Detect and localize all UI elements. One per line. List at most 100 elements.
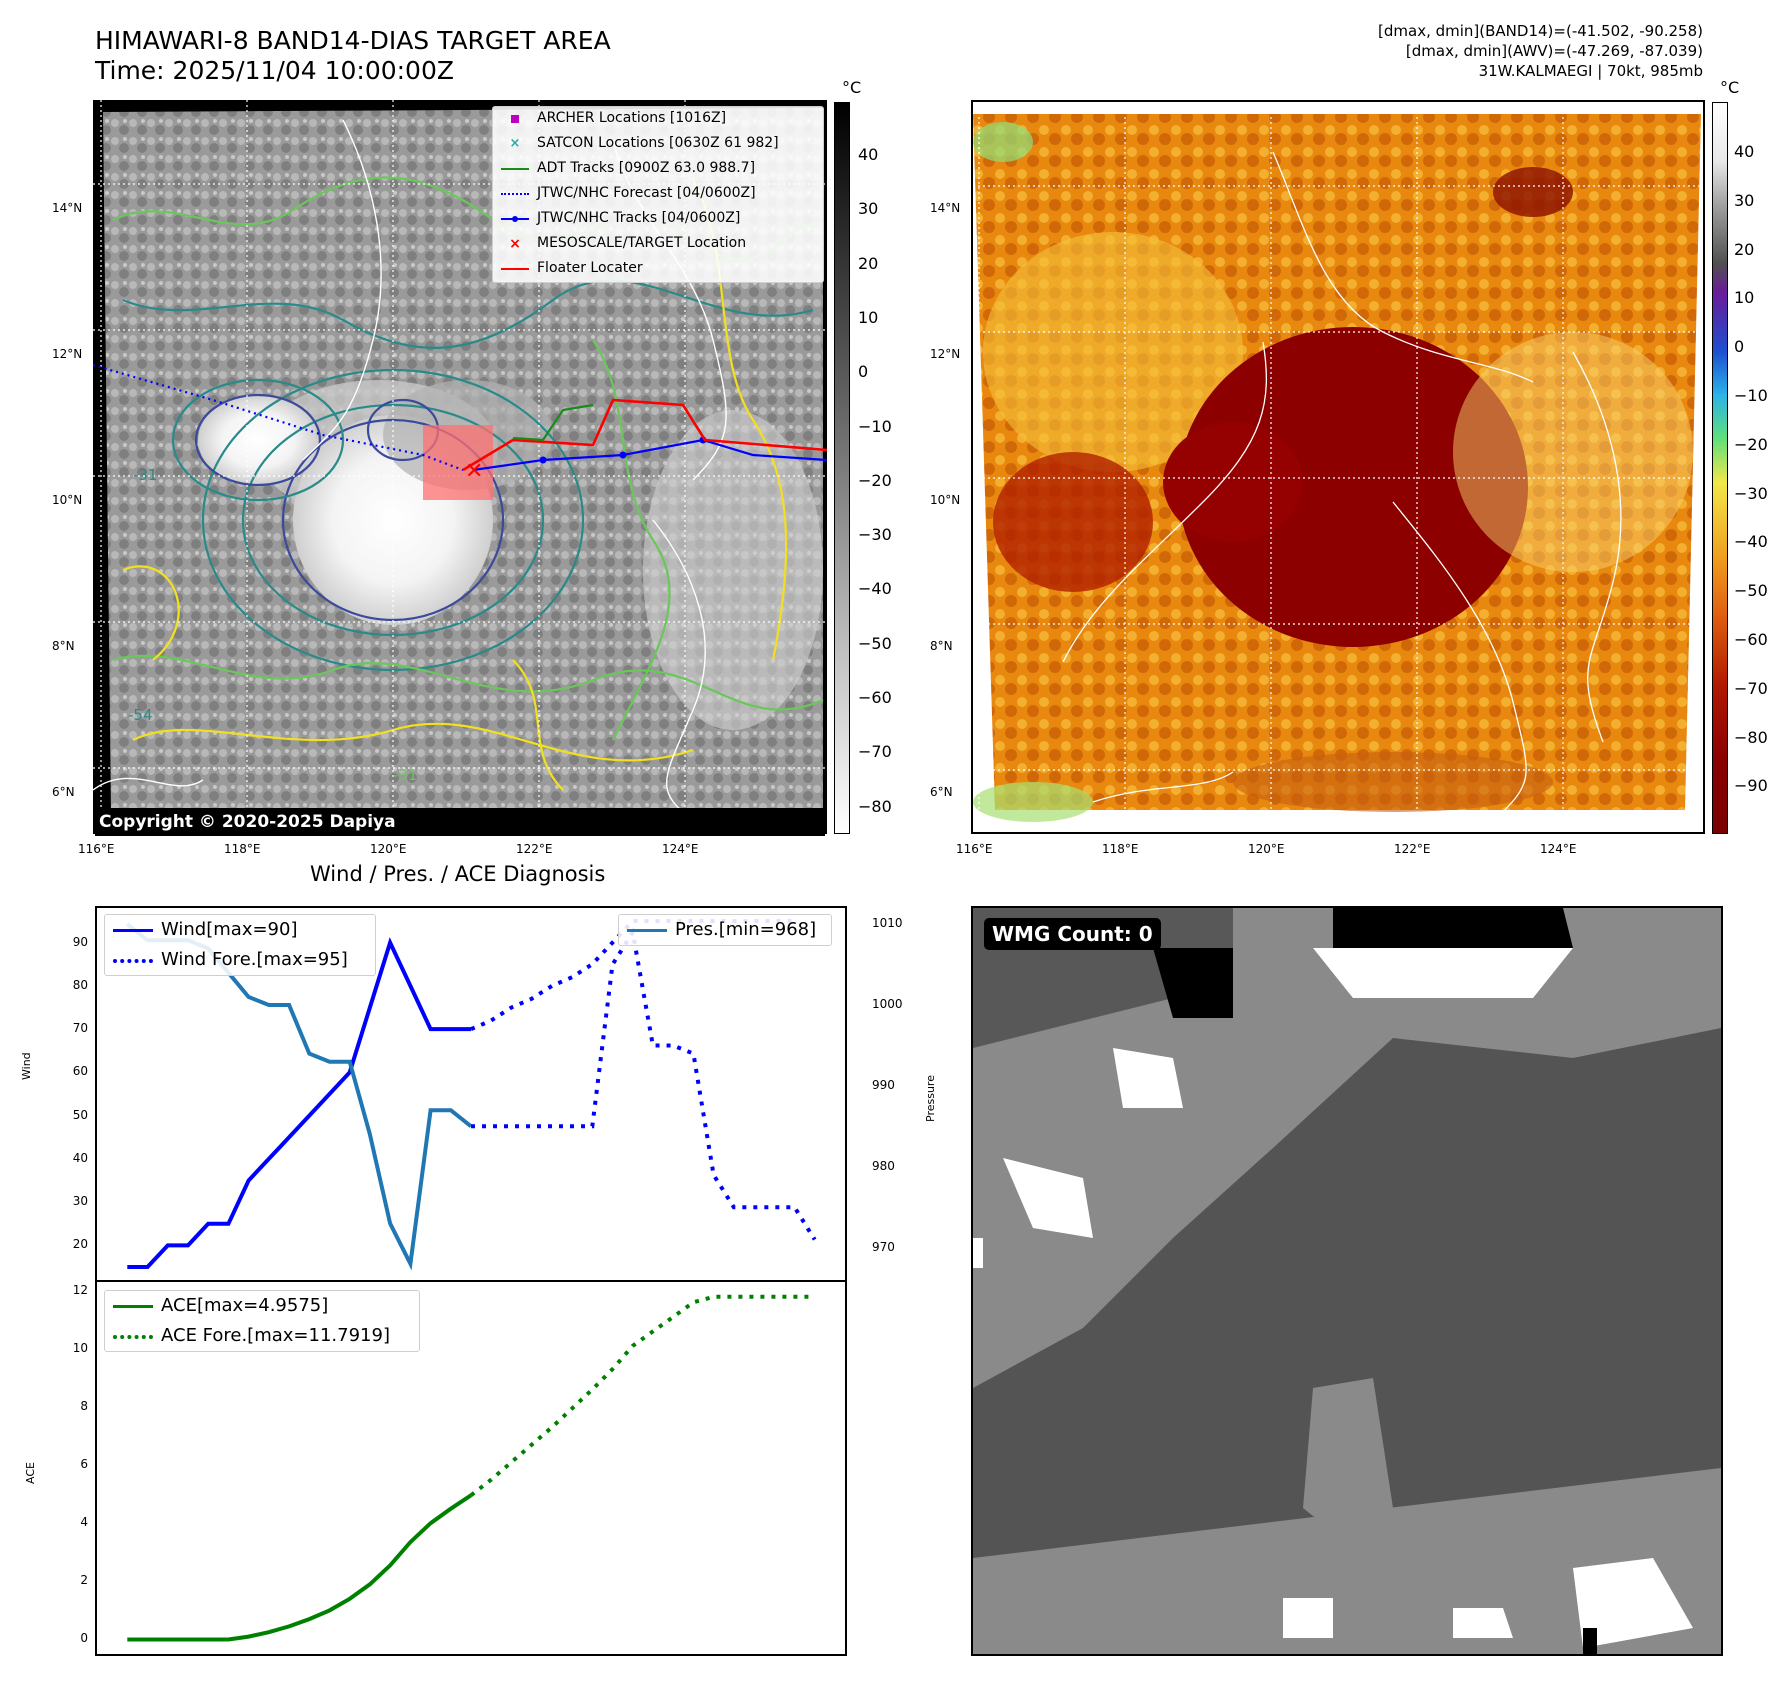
legend-label: JTWC/NHC Tracks [04/0600Z] <box>537 210 741 226</box>
lat-tick: 14°N <box>52 201 83 215</box>
adt-track <box>512 403 594 442</box>
y-tick: 70 <box>72 1021 88 1036</box>
legend-label: ACE Fore.[max=11.7919] <box>161 1325 390 1346</box>
gray-colorbar <box>834 102 850 834</box>
colorbar-tick: −40 <box>1734 532 1768 552</box>
square-icon <box>501 113 529 125</box>
y-tick: 12 <box>72 1282 88 1297</box>
wind-ylabel: Wind <box>20 1052 33 1080</box>
colorbar-tick: −20 <box>1734 434 1768 454</box>
lon-tick: 120°E <box>370 842 407 856</box>
series-line-0 <box>127 937 471 1269</box>
line-icon <box>113 923 153 937</box>
lat-tick: 8°N <box>52 639 75 653</box>
colorbar-tick: 40 <box>858 145 879 164</box>
dotted-line-icon <box>501 188 529 200</box>
y-tick: 0 <box>80 1631 88 1646</box>
y-tick: 2 <box>80 1573 88 1588</box>
legend-label: Pres.[min=968] <box>675 919 817 940</box>
lat-tick: 8°N <box>930 639 953 653</box>
colorbar-tick: 30 <box>1734 190 1755 210</box>
y-tick: 30 <box>72 1194 88 1209</box>
awv-range: [dmax, dmin](AWV)=(-47.269, -87.039) <box>1405 42 1703 60</box>
colorbar-tick: −40 <box>858 579 892 599</box>
colorbar-tick: −80 <box>1734 727 1768 747</box>
dotted-line-icon <box>113 1329 153 1343</box>
legend-label: ACE[max=4.9575] <box>161 1295 329 1316</box>
lon-tick: 118°E <box>1102 842 1139 856</box>
series-line-1 <box>469 1294 815 1497</box>
series-line-3 <box>471 926 817 1241</box>
y-tick: 990 <box>872 1077 895 1092</box>
color-colorbar-unit: °C <box>1720 78 1740 97</box>
lon-tick: 120°E <box>1248 842 1285 856</box>
line-icon <box>627 923 667 937</box>
legend-label: MESOSCALE/TARGET Location <box>537 235 747 251</box>
lat-tick: 12°N <box>930 347 961 361</box>
lon-tick: 124°E <box>1540 842 1577 856</box>
colorbar-tick: −70 <box>1734 678 1768 698</box>
legend-label: JTWC/NHC Forecast [04/0600Z] <box>537 185 756 201</box>
storm-info: 31W.KALMAEGI | 70kt, 985mb <box>1478 62 1703 80</box>
legend-label: Wind[max=90] <box>161 919 298 940</box>
floater-track <box>462 398 827 472</box>
legend-label: Wind Fore.[max=95] <box>161 949 348 970</box>
contour-label-2: -31 <box>133 466 158 484</box>
y-tick: 1000 <box>872 997 903 1012</box>
colorbar-tick: −60 <box>1734 630 1768 649</box>
legend-floater: Floater Locater <box>493 257 823 282</box>
colorbar-tick: −80 <box>858 796 892 816</box>
contour-label-3: -31 <box>393 766 418 784</box>
y-tick: 980 <box>872 1158 895 1173</box>
legend-jtwc-tracks: JTWC/NHC Tracks [04/0600Z] <box>493 207 823 232</box>
pressure-ylabel: Pressure <box>924 1075 937 1122</box>
x-icon: × <box>509 236 521 252</box>
lon-tick: 122°E <box>516 842 553 856</box>
y-tick: 4 <box>80 1515 88 1530</box>
lat-tick: 6°N <box>52 785 75 799</box>
line-icon <box>113 1299 153 1313</box>
colorbar-tick: 10 <box>1734 288 1755 308</box>
lat-tick: 14°N <box>930 201 961 215</box>
colorbar-tick: 40 <box>1734 142 1755 161</box>
pressure-legend: Pres.[min=968] <box>618 914 832 946</box>
colorbar-tick: 0 <box>1734 337 1745 357</box>
forecast-track <box>93 363 464 472</box>
best-track <box>472 438 827 472</box>
legend-pressure: Pres.[min=968] <box>619 915 831 945</box>
colorbar-tick: −50 <box>858 633 892 653</box>
lon-tick: 124°E <box>662 842 699 856</box>
legend-archer: ARCHER Locations [1016Z] <box>493 107 823 132</box>
colorbar-tick: 0 <box>858 362 869 382</box>
x-icon: × <box>509 136 521 151</box>
legend-label: ADT Tracks [0900Z 63.0 988.7] <box>537 160 756 176</box>
figure-title: HIMAWARI-8 BAND14-DIAS TARGET AREA <box>95 26 611 55</box>
band14-range: [dmax, dmin](BAND14)=(-41.502, -90.258) <box>1378 22 1703 40</box>
lat-tick: 12°N <box>52 347 83 361</box>
lat-tick: 6°N <box>930 785 953 799</box>
legend-target: × MESOSCALE/TARGET Location <box>493 232 823 257</box>
copyright-banner: Copyright © 2020-2025 Dapiya <box>95 808 825 836</box>
lon-tick: 122°E <box>1394 842 1431 856</box>
colorbar-tick: 20 <box>858 253 879 273</box>
legend-satcon: × SATCON Locations [0630Z 61 982] <box>493 132 823 157</box>
y-tick: 40 <box>72 1150 88 1165</box>
gray-colorbar-unit: °C <box>842 78 862 97</box>
y-tick: 1010 <box>872 916 903 931</box>
lat-tick: 10°N <box>930 493 961 507</box>
colorbar-tick: −20 <box>858 470 892 490</box>
ace-chart <box>95 1280 847 1656</box>
lon-tick: 116°E <box>78 842 115 856</box>
y-tick: 10 <box>72 1340 88 1355</box>
figure-time: Time: 2025/11/04 10:00:00Z <box>95 56 454 85</box>
wmg-count-badge: WMG Count: 0 <box>984 918 1161 950</box>
dotted-line-icon <box>113 953 153 967</box>
y-tick: 8 <box>80 1398 88 1413</box>
colorbar-tick: 10 <box>858 307 879 327</box>
ace-ylabel: ACE <box>24 1462 37 1484</box>
legend-label: ARCHER Locations [1016Z] <box>537 110 727 126</box>
colorbar-tick: 20 <box>1734 239 1755 259</box>
target-box <box>423 425 493 500</box>
legend-ace-forecast: ACE Fore.[max=11.7919] <box>105 1321 419 1351</box>
colorbar-tick: −90 <box>1734 776 1768 796</box>
